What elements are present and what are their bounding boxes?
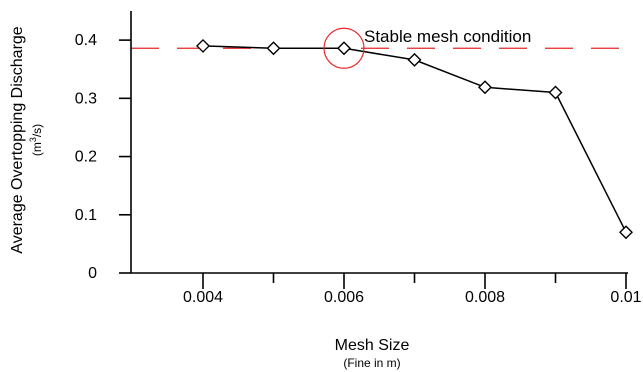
y-axis-title: Average Overtopping Discharge [9, 26, 26, 253]
x-tick-label-3: 0.01 [610, 289, 641, 306]
axes-layer: 0 0.1 0.2 0.3 0.4 0.004 0.006 0.008 0.01 [75, 11, 642, 306]
x-tick-label-1: 0.006 [324, 289, 364, 306]
data-point-0 [196, 38, 210, 53]
y-unit-exp: 3 [28, 137, 38, 142]
y-unit-prefix: (m [30, 142, 44, 156]
x-axis-subtitle: (Fine in m) [343, 356, 400, 370]
data-point-1 [266, 41, 281, 56]
annotation-layer: Stable mesh condition [323, 27, 531, 69]
data-point-3 [407, 52, 422, 67]
annotation-label: Stable mesh condition [364, 27, 531, 46]
y-tick-label-4: 0.4 [75, 32, 97, 49]
series-layer [196, 38, 633, 240]
data-point-2 [337, 41, 351, 56]
highlight-circle [323, 27, 365, 69]
series-line [202, 45, 627, 233]
y-axis-unit: (m3/s) [28, 124, 44, 156]
y-tick-label-0: 0 [88, 265, 97, 282]
y-unit-suffix: /s) [30, 124, 44, 137]
data-point-4 [478, 80, 492, 95]
data-point-5 [548, 85, 563, 100]
x-tick-label-2: 0.008 [465, 289, 505, 306]
x-tick-label-0: 0.004 [183, 289, 223, 306]
data-point-6 [619, 225, 633, 240]
y-tick-label-1: 0.1 [75, 207, 97, 224]
x-axis-title: Mesh Size [335, 337, 410, 354]
y-tick-label-2: 0.2 [75, 149, 97, 166]
y-tick-label-3: 0.3 [75, 90, 97, 107]
